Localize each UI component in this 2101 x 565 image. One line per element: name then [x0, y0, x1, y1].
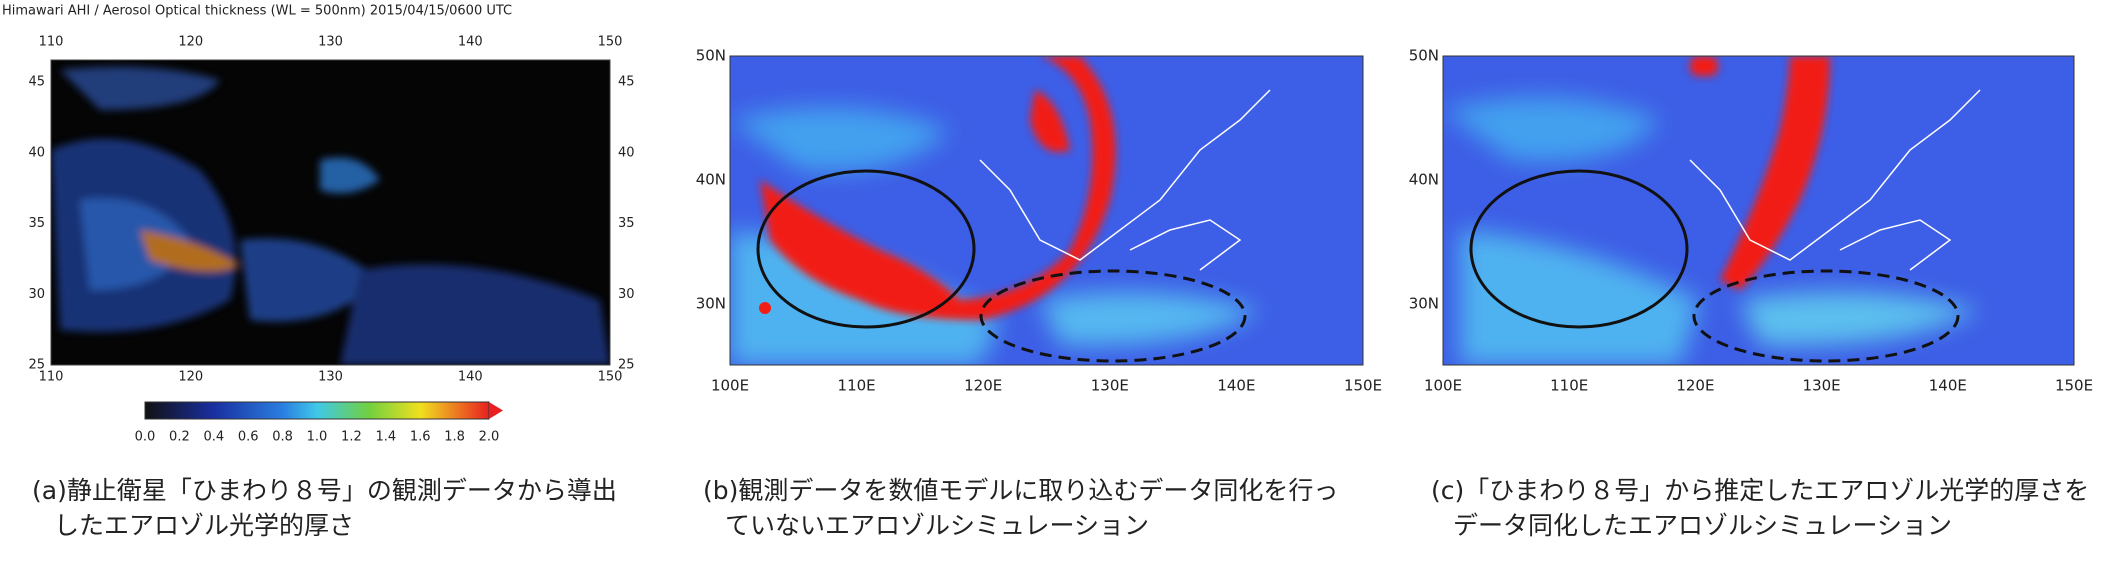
x-label: 140E [1929, 377, 1967, 395]
colorbar [144, 401, 490, 420]
y-label: 40 [28, 145, 45, 160]
map-frame [1442, 55, 2075, 366]
y-label: 30N [1409, 295, 1439, 313]
panel-title: Himawari AHI / Aerosol Optical thickness… [2, 4, 512, 19]
caption: (c)「ひまわり８号」から推定したエアロゾル光学的厚さを [1431, 476, 2089, 505]
colorbar-label: 1.6 [410, 430, 431, 445]
x-label: 120E [1676, 377, 1714, 395]
x-label: 150E [1344, 377, 1382, 395]
ellipse-solid [756, 169, 976, 329]
colorbar-arrow [489, 402, 503, 419]
colorbar-label: 0.4 [203, 430, 224, 445]
caption: したエアロゾル光学的厚さ [54, 511, 354, 540]
x-label: 130E [1803, 377, 1841, 395]
x-label: 140 [458, 370, 483, 385]
colorbar-label: 1.2 [341, 430, 362, 445]
map-b [730, 56, 1363, 365]
caption: データ同化したエアロゾルシミュレーション [1453, 511, 1952, 540]
x-label: 110 [39, 370, 64, 385]
x-label: 120E [964, 377, 1002, 395]
colorbar-label: 0.8 [272, 430, 293, 445]
colorbar-label: 0.6 [238, 430, 259, 445]
x-label: 120 [178, 35, 203, 50]
ellipse-dashed [979, 269, 1247, 363]
map-frame [729, 55, 1364, 366]
colorbar-label: 1.0 [307, 430, 328, 445]
y-label: 25 [28, 358, 45, 373]
y-label: 50N [696, 47, 726, 65]
y-label: 40N [696, 171, 726, 189]
x-label: 150 [598, 370, 623, 385]
colorbar-label: 0.0 [135, 430, 156, 445]
x-label: 140E [1217, 377, 1255, 395]
y-label: 50N [1409, 47, 1439, 65]
colorbar-label: 1.4 [375, 430, 396, 445]
x-label: 130 [318, 370, 343, 385]
map-c [1443, 56, 2074, 365]
y-label: 45 [618, 75, 635, 90]
caption: (b)観測データを数値モデルに取り込むデータ同化を行っ [703, 476, 1338, 505]
x-label: 150 [598, 35, 623, 50]
x-label: 120 [178, 370, 203, 385]
caption: (a)静止衛星「ひまわり８号」の観測データから導出 [32, 476, 617, 505]
ellipse-solid [1469, 169, 1689, 329]
x-label: 150E [2055, 377, 2093, 395]
colorbar-label: 2.0 [479, 430, 500, 445]
y-label: 25 [618, 358, 635, 373]
x-label: 110E [1550, 377, 1588, 395]
x-label: 130 [318, 35, 343, 50]
ellipse-dashed [1692, 269, 1960, 363]
x-label: 140 [458, 35, 483, 50]
x-label: 110 [39, 35, 64, 50]
map-a [51, 60, 610, 365]
colorbar-label: 1.8 [444, 430, 465, 445]
caption: ていないエアロゾルシミュレーション [725, 511, 1149, 540]
y-label: 40N [1409, 171, 1439, 189]
y-label: 30 [618, 287, 635, 302]
y-label: 30N [696, 295, 726, 313]
x-label: 110E [838, 377, 876, 395]
x-label: 130E [1091, 377, 1129, 395]
y-label: 40 [618, 145, 635, 160]
x-label: 100E [1424, 377, 1462, 395]
y-label: 35 [618, 216, 635, 231]
y-label: 30 [28, 287, 45, 302]
y-label: 35 [28, 216, 45, 231]
y-label: 45 [28, 75, 45, 90]
colorbar-label: 0.2 [169, 430, 190, 445]
x-label: 100E [711, 377, 749, 395]
map-frame [50, 59, 611, 366]
